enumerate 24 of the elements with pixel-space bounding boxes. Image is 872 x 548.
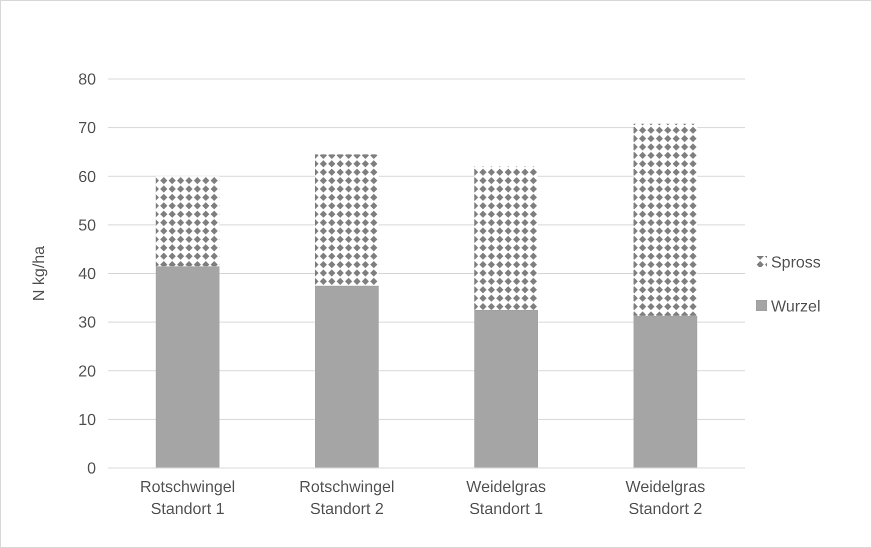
bar [315,286,379,468]
bar [315,154,379,286]
x-tick-label: Rotschwingel Standort 1 [140,479,236,518]
y-tick-label: 20 [78,363,96,380]
y-tick-label: 10 [78,412,96,429]
y-tick-label: 40 [78,266,96,284]
y-tick-label: 70 [78,120,96,138]
y-tick-label: 0 [87,460,96,478]
y-tick-label: 80 [78,72,96,89]
bar [634,124,698,316]
legend-label: Wurzel [771,298,820,316]
bar [474,310,538,468]
bar [634,316,698,468]
y-tick-label: 50 [78,217,96,234]
bar [156,176,220,266]
y-axis-title: N kg/ha [31,246,48,302]
bar [474,166,538,310]
y-tick-label: 30 [78,314,96,332]
y-tick-label: 60 [78,168,96,186]
legend-label: Spross [771,254,821,272]
x-tick-label: Rotschwingel Standort 2 [299,479,394,518]
bar [156,266,220,468]
x-tick-label: Weidelgras Standort 2 [626,479,706,518]
x-tick-label: Weidelgras Standort 1 [466,479,546,518]
